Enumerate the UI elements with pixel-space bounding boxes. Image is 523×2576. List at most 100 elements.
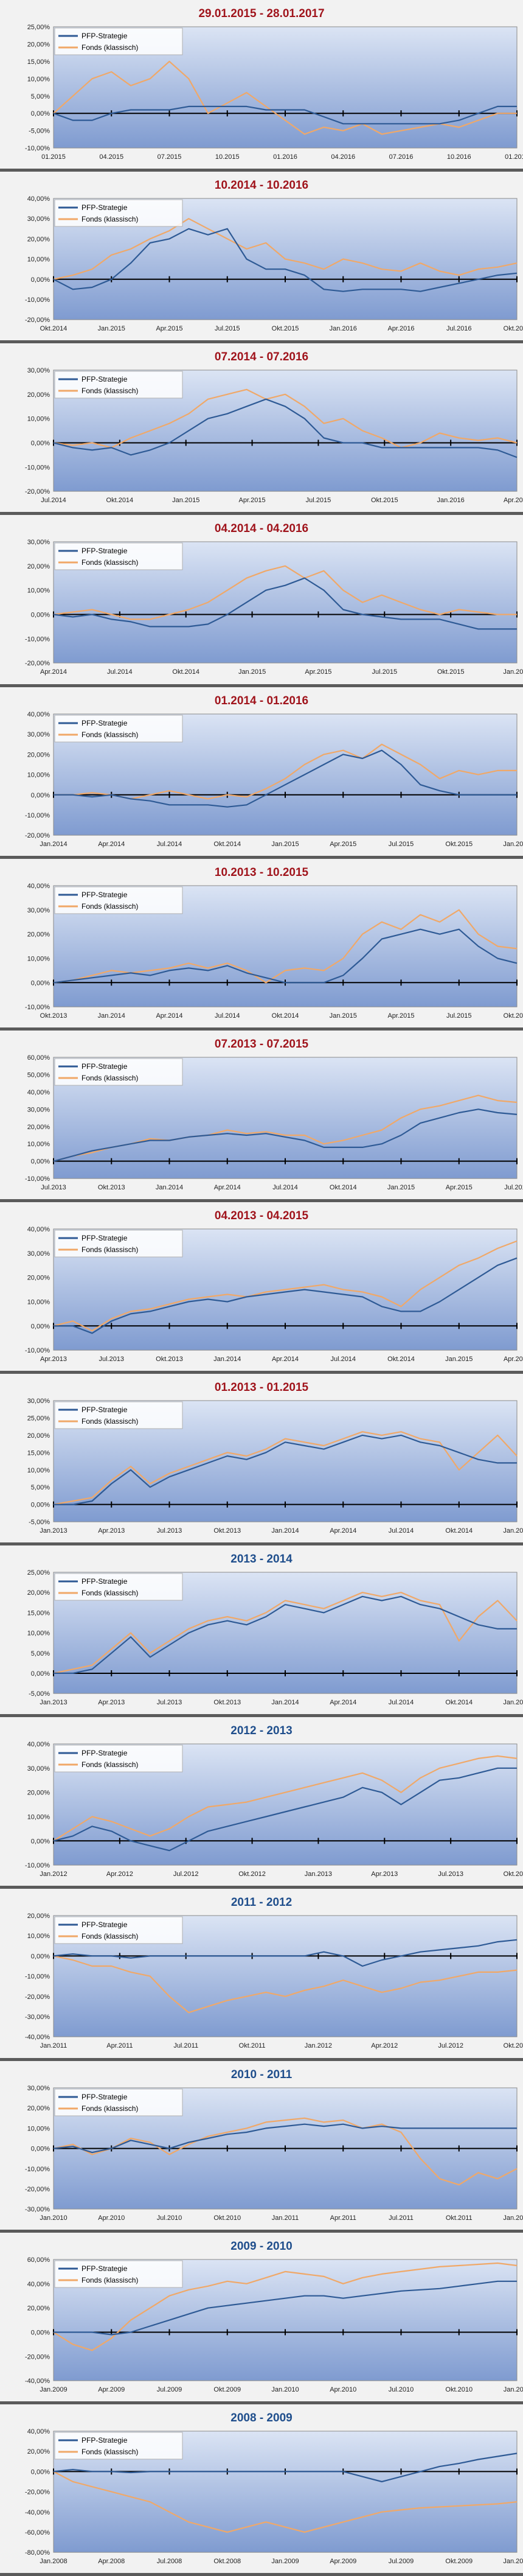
x-tick-label: Jan.2016 bbox=[503, 841, 523, 848]
legend-label: Fonds (klassisch) bbox=[81, 1760, 138, 1769]
y-tick-label: 0,00% bbox=[31, 1158, 50, 1165]
y-tick-label: -10,00% bbox=[25, 1862, 50, 1869]
x-tick-label: Okt.2013 bbox=[156, 1356, 183, 1363]
y-tick-label: 0,00% bbox=[31, 1502, 50, 1509]
x-tick-label: Apr.2015 bbox=[446, 1184, 473, 1191]
x-tick-label: Okt.2014 bbox=[445, 1699, 473, 1706]
x-tick-label: 01.2016 bbox=[273, 153, 297, 161]
y-tick-label: 40,00% bbox=[27, 1741, 50, 1748]
legend-label: Fonds (klassisch) bbox=[81, 1245, 138, 1254]
x-tick-label: Okt.2014 bbox=[106, 497, 134, 504]
y-tick-label: 30,00% bbox=[27, 2085, 50, 2092]
y-tick-label: 0,00% bbox=[31, 2468, 50, 2476]
x-tick-label: Okt.2008 bbox=[213, 2558, 241, 2565]
x-tick-label: Jan.2016 bbox=[437, 497, 465, 504]
legend-box bbox=[54, 542, 183, 570]
y-tick-label: 40,00% bbox=[27, 1089, 50, 1096]
y-tick-label: 20,00% bbox=[27, 391, 50, 399]
legend-box bbox=[54, 371, 183, 399]
y-tick-label: 25,00% bbox=[27, 1415, 50, 1423]
x-tick-label: 04.2016 bbox=[331, 153, 355, 161]
y-tick-label: -10,00% bbox=[25, 1175, 50, 1183]
y-tick-label: -20,00% bbox=[25, 2186, 50, 2193]
x-tick-label: Apr.2015 bbox=[387, 1012, 414, 1020]
legend-label: PFP-Strategie bbox=[81, 1749, 128, 1757]
y-tick-label: 60,00% bbox=[27, 1054, 50, 1062]
series-line-pfp-strategie bbox=[53, 928, 518, 984]
x-tick-label: Apr.2014 bbox=[40, 669, 67, 676]
x-tick-label: Okt.2012 bbox=[238, 1871, 266, 1878]
series-line-pfp-strategie bbox=[54, 1595, 517, 1675]
series-line-fonds-klassisch bbox=[53, 2117, 518, 2185]
y-tick-label: 40,00% bbox=[27, 711, 50, 718]
x-tick-label: Jul.2013 bbox=[157, 1527, 182, 1535]
x-tick-label: Jan.2013 bbox=[40, 1699, 67, 1706]
x-tick-label: Jul.2012 bbox=[173, 1871, 199, 1878]
chart-panel: 01.2014 - 01.2016 40,00% 30,00% 20,00% 10,00… bbox=[0, 687, 523, 859]
x-tick-label: Jan.2009 bbox=[271, 2558, 299, 2565]
x-tick-label: Jul.2014 bbox=[41, 497, 66, 504]
legend-box bbox=[54, 1401, 183, 1429]
x-tick-label: Apr.2013 bbox=[98, 1699, 125, 1706]
x-tick-label: Apr.2013 bbox=[98, 1527, 125, 1535]
line-chart: 40,00%30,00%20,00%10,00%0,00%-10,00%Okt.… bbox=[25, 883, 523, 1020]
y-tick-label: 5,00% bbox=[31, 1484, 50, 1491]
y-tick-label: -5,00% bbox=[29, 1519, 50, 1526]
legend-label: PFP-Strategie bbox=[81, 2093, 128, 2101]
x-tick-label: Apr.2013 bbox=[371, 1871, 398, 1878]
y-tick-label: 20,00% bbox=[27, 1589, 50, 1597]
chart-legend: PFP-Strategie Fonds (klassisch) bbox=[54, 2088, 183, 2116]
x-tick-label: Jan.2014 bbox=[271, 1527, 299, 1535]
legend-box bbox=[54, 886, 183, 914]
legend-label: PFP-Strategie bbox=[81, 1062, 128, 1071]
x-tick-label: Apr.2015 bbox=[156, 325, 182, 332]
y-tick-label: 0,00% bbox=[31, 1670, 50, 1678]
y-tick-label: 60,00% bbox=[27, 2256, 50, 2264]
x-tick-label: Jul.2014 bbox=[389, 1699, 414, 1706]
series-line-fonds-klassisch bbox=[53, 389, 518, 449]
legend-box bbox=[54, 2260, 183, 2288]
y-tick-label: -10,00% bbox=[25, 145, 50, 152]
chart-title: 10.2014 - 10.2016 bbox=[214, 179, 309, 192]
y-tick-label: 20,00% bbox=[27, 1913, 50, 1920]
chart-panel: 2012 - 2013 40,00% 30,00% 20,00% 10,00% 0,00%… bbox=[0, 1717, 523, 1889]
y-tick-label: 30,00% bbox=[27, 731, 50, 738]
chart-title: 01.2013 - 01.2015 bbox=[214, 1381, 309, 1395]
x-tick-label: Okt.2014 bbox=[40, 325, 68, 332]
x-tick-label: Okt.2010 bbox=[213, 2214, 241, 2222]
x-tick-label: 10.2015 bbox=[215, 153, 240, 161]
y-tick-label: -10,00% bbox=[25, 1973, 50, 1981]
x-tick-label: Jul.2014 bbox=[389, 1527, 414, 1535]
legend-label: PFP-Strategie bbox=[81, 547, 128, 555]
x-tick-label: Okt.2015 bbox=[371, 497, 398, 504]
x-tick-label: Jan.2011 bbox=[40, 2043, 67, 2050]
x-tick-label: Okt.2013 bbox=[98, 1184, 125, 1191]
legend-label: Fonds (klassisch) bbox=[81, 1589, 138, 1597]
x-tick-label: Apr.2014 bbox=[98, 841, 125, 848]
legend-label: PFP-Strategie bbox=[81, 891, 128, 899]
y-tick-label: 10,00% bbox=[27, 1933, 50, 1941]
legend-label: Fonds (klassisch) bbox=[81, 902, 138, 911]
chart-panel: 2010 - 2011 30,00% 20,00% 10,00% 0,00% -10,00… bbox=[0, 2060, 523, 2233]
x-tick-label: Okt.2014 bbox=[445, 1527, 473, 1535]
x-tick-label: 07.2015 bbox=[158, 153, 182, 161]
chart-legend: PFP-Strategie Fonds (klassisch) bbox=[54, 1401, 183, 1429]
x-tick-label: Jul.2013 bbox=[41, 1184, 66, 1191]
chart-panel: 2011 - 2012 20,00% 10,00% 0,00% -10,00% -20,0… bbox=[0, 1889, 523, 2061]
y-tick-label: 50,00% bbox=[27, 1071, 50, 1079]
y-tick-label: 40,00% bbox=[27, 2281, 50, 2288]
y-tick-label: 20,00% bbox=[27, 1124, 50, 1131]
series-line-fonds-klassisch bbox=[53, 2262, 518, 2351]
legend-label: Fonds (klassisch) bbox=[81, 558, 138, 567]
y-tick-label: 10,00% bbox=[27, 955, 50, 962]
line-chart: 40,00% 30,00% 20,00% 10,00% 0,00% -10,00% -20,… bbox=[25, 711, 523, 848]
y-tick-label: -10,00% bbox=[25, 1347, 50, 1354]
chart-legend: PFP-Strategie Fonds (klassisch) bbox=[54, 1745, 183, 1773]
line-chart: 40,00% 30,00% 20,00% 10,00% 0,00% -10,00% Apr.… bbox=[25, 1226, 523, 1363]
y-tick-label: 30,00% bbox=[27, 367, 50, 374]
x-tick-label: Jul.2008 bbox=[157, 2558, 182, 2565]
x-tick-label: Jan.2015 bbox=[172, 497, 199, 504]
y-tick-label: 40,00% bbox=[27, 2428, 50, 2435]
y-tick-label: 30,00% bbox=[27, 539, 50, 546]
